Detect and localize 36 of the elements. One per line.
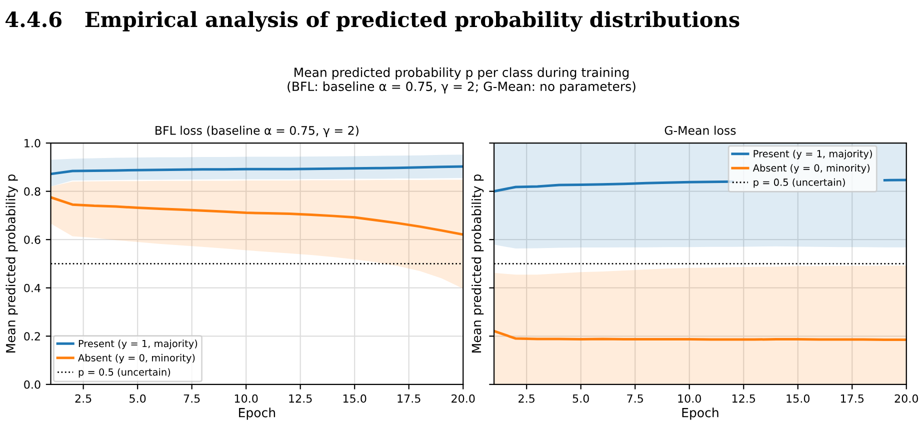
legend-label: Present (y = 1, majority) — [754, 150, 872, 160]
text: 4.4.6 Empirical analysis of predicted probability distributions — [5, 11, 740, 32]
x-tick-label: 7.5 — [627, 394, 643, 403]
x-tick-label: 2.5 — [518, 394, 534, 403]
x-tick-label: 10.0 — [678, 394, 701, 403]
y-tick-label: 0.4 — [24, 284, 40, 292]
x-tick-label: 17.5 — [840, 394, 864, 403]
x-tick-label: 12.5 — [289, 394, 312, 403]
x-tick-label: 12.5 — [732, 394, 756, 403]
x-tick-label: 5.0 — [130, 394, 146, 403]
y-axis-title: Mean predicted probability p — [472, 174, 484, 352]
x-axis-title: Epoch — [239, 408, 276, 420]
y-tick-label: 0.2 — [24, 332, 40, 341]
legend-label: p = 0.5 (uncertain) — [78, 368, 170, 378]
y-tick-label: 0.0 — [24, 380, 40, 389]
x-tick-label: 15.0 — [343, 394, 366, 403]
x-tick-label: 7.5 — [184, 394, 200, 403]
y-tick-label: 0.6 — [24, 236, 40, 244]
y-axis-title: Mean predicted probability p — [6, 174, 18, 352]
x-tick-label: 17.5 — [398, 394, 420, 403]
x-tick-label: 5.0 — [572, 394, 589, 403]
text: Mean predicted probability p per class during training (BFL: baseline α = 0.75, γ = 2; G-Mean: no parameters) — [288, 67, 636, 94]
chart-title: BFL loss (baseline α = 0.75, γ = 2) — [156, 126, 358, 138]
legend-label: Absent (y = 0, minority) — [752, 164, 870, 174]
legend-label: p = 0.5 (uncertain) — [754, 178, 845, 188]
x-tick-label: 2.5 — [75, 394, 92, 403]
x-tick-label: 10.0 — [234, 394, 258, 403]
x-tick-label: 20.0 — [894, 394, 918, 403]
x-axis-title: Epoch — [682, 408, 718, 420]
legend-label: Absent (y = 0, minority) — [78, 354, 195, 364]
x-tick-label: 15.0 — [786, 394, 810, 403]
y-tick-label: 0.8 — [24, 187, 40, 196]
y-tick-label: 1.0 — [24, 139, 40, 148]
x-tick-label: 20.0 — [452, 394, 475, 403]
legend-label: Present (y = 1, majority) — [78, 340, 198, 350]
chart-title: G-Mean loss — [664, 126, 736, 135]
